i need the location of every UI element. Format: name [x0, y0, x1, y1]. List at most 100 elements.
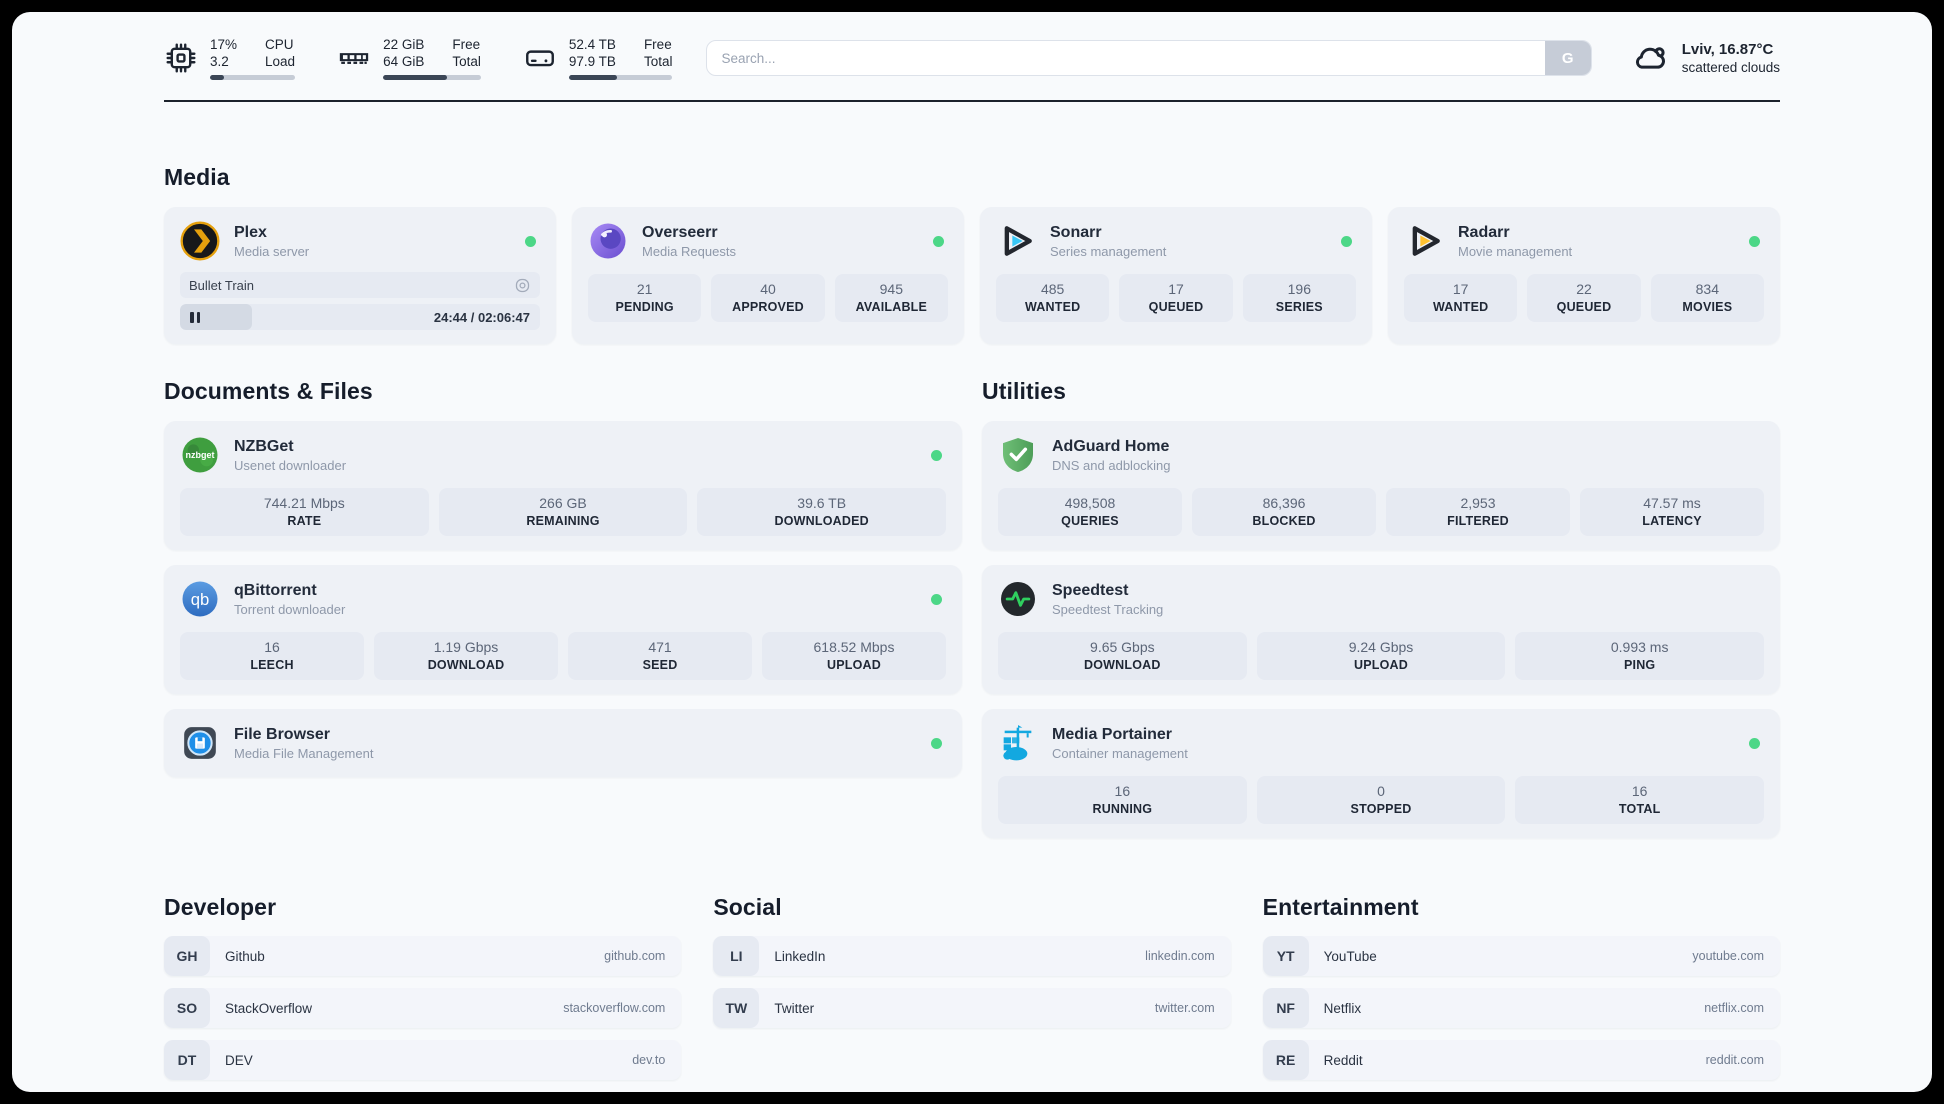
status-dot: [1749, 235, 1760, 247]
weather-condition: scattered clouds: [1681, 60, 1780, 75]
link-abbr: YT: [1262, 936, 1309, 976]
app-card-sonarr[interactable]: Sonarr Series management 485 WANTED 17 Q…: [980, 207, 1372, 344]
session-icon[interactable]: [514, 277, 531, 294]
link-twitter[interactable]: TW Twitter twitter.com: [713, 988, 1231, 1028]
app-subtitle: Media server: [234, 244, 310, 259]
app-card-adguard[interactable]: AdGuard Home DNS and adblocking 498,508 …: [982, 421, 1780, 550]
link-url: github.com: [604, 949, 666, 963]
search-bar: G: [706, 40, 1592, 76]
stat-downloaded: 39.6 TB DOWNLOADED: [697, 488, 947, 536]
stat-leech: 16 LEECH: [180, 632, 364, 680]
ram-icon: [339, 53, 369, 64]
stat-rate: 744.21 Mbps RATE: [180, 488, 429, 536]
app-subtitle: Torrent downloader: [234, 602, 346, 617]
weather-widget: Lviv, 16.87°C scattered clouds: [1630, 38, 1780, 78]
radarr-icon: [1404, 221, 1444, 261]
app-title: qBittorrent: [234, 582, 317, 599]
stat-queued: 22 QUEUED: [1527, 274, 1641, 322]
storage-total-value: 97.9 TB: [568, 54, 616, 69]
app-card-nzbget[interactable]: nzbget NZBGet Usenet downloader 74: [164, 421, 962, 550]
stat-upload: 9.24 Gbps UPLOAD: [1256, 632, 1506, 680]
app-subtitle: Movie management: [1458, 244, 1573, 259]
link-abbr: SO: [164, 988, 210, 1028]
cloud-icon: [1635, 47, 1665, 69]
filebrowser-icon: [180, 723, 220, 763]
cpu-progress-bar: [210, 75, 296, 80]
sonarr-icon: [996, 221, 1036, 261]
app-card-radarr[interactable]: Radarr Movie management 17 WANTED 22 QUE…: [1388, 207, 1780, 344]
section-title-media: Media: [164, 164, 230, 190]
stat-pending: 21 PENDING: [588, 274, 702, 322]
link-dev[interactable]: DT DEV dev.to: [164, 1040, 682, 1080]
playback-time: 24:44 / 02:06:47: [433, 309, 530, 325]
link-name: Github: [225, 948, 265, 964]
app-card-filebrowser[interactable]: File Browser Media File Management: [164, 709, 962, 777]
status-dot: [931, 737, 942, 749]
qbittorrent-icon: qb: [180, 579, 220, 619]
app-subtitle: DNS and adblocking: [1052, 458, 1171, 473]
stat-available: 945 AVAILABLE: [834, 274, 948, 322]
system-stats: 17% 3.2 CPU Load: [164, 36, 673, 80]
stat-stopped: 0 STOPPED: [1256, 776, 1506, 824]
link-abbr: DT: [164, 1040, 210, 1080]
link-github[interactable]: GH Github github.com: [164, 936, 682, 976]
app-title: Speedtest: [1052, 582, 1129, 599]
link-url: reddit.com: [1705, 1053, 1764, 1067]
weather-location-temp: Lviv, 16.87°C: [1681, 41, 1774, 58]
search-engine-button[interactable]: G: [1544, 41, 1591, 75]
adguard-icon: [998, 435, 1038, 475]
stat-approved: 40 APPROVED: [711, 274, 825, 322]
svg-text:nzbget: nzbget: [186, 450, 215, 460]
link-abbr: TW: [713, 988, 760, 1028]
section-title-documents: Documents & Files: [164, 378, 373, 404]
app-card-portainer[interactable]: Media Portainer Container management 16 …: [982, 709, 1780, 838]
app-title: File Browser: [234, 726, 331, 743]
link-name: YouTube: [1323, 948, 1377, 964]
cpu-load-label: Load: [265, 54, 296, 69]
cpu-percent: 17%: [210, 37, 238, 52]
link-youtube[interactable]: YT YouTube youtube.com: [1262, 936, 1780, 976]
speedtest-icon: [998, 579, 1038, 619]
app-title: NZBGet: [234, 438, 294, 455]
stat-total: 16 TOTAL: [1515, 776, 1765, 824]
stat-queries: 498,508 QUERIES: [998, 488, 1182, 536]
now-playing-title: Bullet Train: [189, 277, 255, 293]
link-name: LinkedIn: [774, 948, 826, 964]
link-abbr: NF: [1262, 988, 1309, 1028]
link-name: Reddit: [1323, 1052, 1363, 1068]
app-subtitle: Media File Management: [234, 746, 374, 761]
app-subtitle: Usenet downloader: [234, 458, 347, 473]
stat-download: 1.19 Gbps DOWNLOAD: [374, 632, 558, 680]
app-card-overseerr[interactable]: Overseerr Media Requests 21 PENDING 40 A…: [572, 207, 964, 344]
app-card-qbittorrent[interactable]: qb qBittorrent Torrent downloader: [164, 565, 962, 694]
storage-stat: 52.4 TB 97.9 TB Free Total: [523, 36, 673, 80]
app-subtitle: Series management: [1050, 244, 1167, 259]
link-url: stackoverflow.com: [563, 1001, 666, 1015]
link-name: Twitter: [774, 1000, 815, 1016]
header-divider: [164, 100, 1780, 102]
app-card-plex[interactable]: Plex Media server Bullet Train: [164, 207, 556, 344]
search-input[interactable]: [706, 40, 1592, 76]
stat-filtered: 2,953 FILTERED: [1386, 488, 1570, 536]
ram-total-value: 64 GiB: [383, 54, 425, 69]
link-name: DEV: [225, 1052, 253, 1068]
link-url: dev.to: [632, 1053, 666, 1067]
app-title: Sonarr: [1050, 224, 1102, 241]
storage-progress-bar: [568, 75, 673, 80]
portainer-icon: [998, 723, 1038, 763]
app-subtitle: Container management: [1052, 746, 1188, 761]
link-stackoverflow[interactable]: SO StackOverflow stackoverflow.com: [164, 988, 682, 1028]
dashboard-page: 17% 3.2 CPU Load: [12, 12, 1932, 1092]
status-dot: [931, 449, 942, 461]
link-reddit[interactable]: RE Reddit reddit.com: [1262, 1040, 1780, 1080]
stat-ping: 0.993 ms PING: [1515, 632, 1765, 680]
stat-queued: 17 QUEUED: [1119, 274, 1233, 322]
app-card-speedtest[interactable]: Speedtest Speedtest Tracking 9.65 Gbps D…: [982, 565, 1780, 694]
ram-stat: 22 GiB 64 GiB Free Total: [337, 36, 481, 80]
link-linkedin[interactable]: LI LinkedIn linkedin.com: [713, 936, 1231, 976]
ram-free-value: 22 GiB: [383, 37, 425, 52]
cpu-label: CPU: [265, 37, 294, 52]
hard-drive-icon: [525, 50, 554, 67]
link-netflix[interactable]: NF Netflix netflix.com: [1262, 988, 1780, 1028]
